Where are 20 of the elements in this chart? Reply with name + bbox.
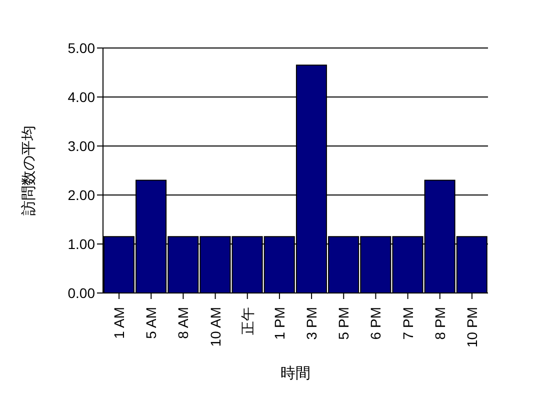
x-tick-label: 8 AM bbox=[175, 307, 192, 339]
y-tick-label: 2.00 bbox=[68, 186, 96, 203]
x-tick-label: 1 AM bbox=[111, 307, 128, 339]
x-tick-label: 7 PM bbox=[400, 307, 416, 340]
x-tick-label: 3 PM bbox=[304, 307, 320, 340]
x-tick-label: 正午 bbox=[239, 307, 256, 335]
x-tick-label: 1 PM bbox=[271, 307, 288, 340]
x-tick-label: 5 AM bbox=[143, 307, 160, 339]
x-tick-label: 10 AM bbox=[207, 307, 224, 347]
y-tick-label: 5.00 bbox=[68, 40, 96, 56]
y-tick-label: 3.00 bbox=[68, 138, 96, 154]
x-tick-label: 5 PM bbox=[336, 307, 352, 340]
y-tick-label: 1.00 bbox=[68, 236, 96, 252]
x-tick-label: 8 PM bbox=[432, 307, 448, 340]
x-tick-label: 6 PM bbox=[368, 307, 384, 340]
x-tick-label: 10 PM bbox=[464, 307, 480, 348]
y-tick-label: 4.00 bbox=[68, 88, 96, 105]
x-axis-title: 時間 bbox=[280, 365, 310, 382]
y-tick-label: 0.00 bbox=[68, 284, 96, 301]
y-axis-title: 訪問数の平均 bbox=[20, 126, 38, 216]
